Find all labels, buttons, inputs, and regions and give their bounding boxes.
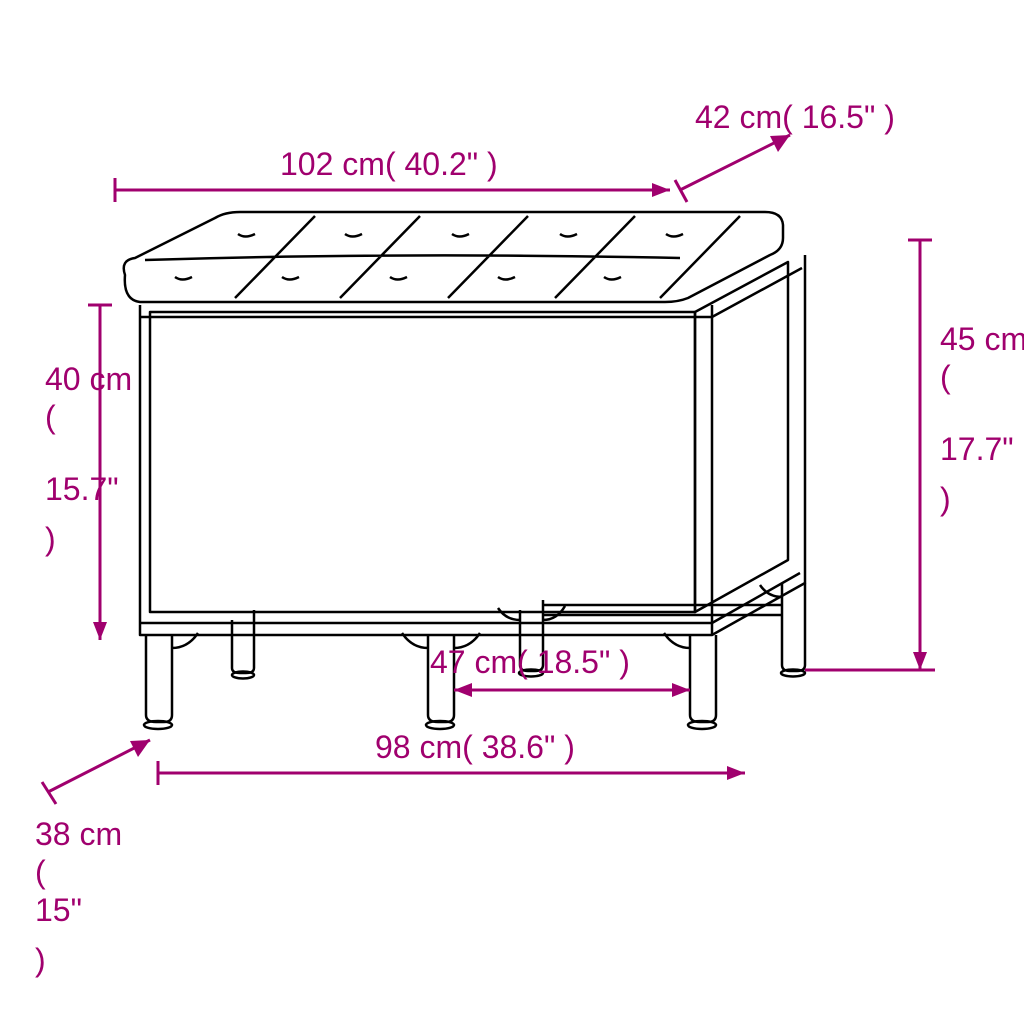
dim-leg-spacing: 47 cm( 18.5" ) xyxy=(430,644,690,697)
dim-base-width: 98 cm( 38.6" ) xyxy=(158,729,745,785)
base-depth-cm: 38 cm ( 15" ) xyxy=(35,816,131,978)
frame-side-rail xyxy=(712,255,805,635)
dim-top-depth: 42 cm( 16.5" ) xyxy=(675,99,895,202)
dim-leg-spacing-label: 47 cm( 18.5" ) xyxy=(430,644,630,680)
dim-full-height xyxy=(805,240,935,670)
side-panel xyxy=(695,262,788,612)
frame-front-rail xyxy=(140,305,712,635)
full-height-in: 17.7" ) xyxy=(940,431,1023,517)
dim-top-depth-label: 42 cm( 16.5" ) xyxy=(695,99,895,135)
dim-top-width: 102 cm( 40.2" ) xyxy=(115,146,670,202)
dimension-lines: 102 cm( 40.2" ) 42 cm( 16.5" ) xyxy=(42,99,935,804)
cushion-tufting xyxy=(145,216,740,298)
front-panel xyxy=(150,312,695,612)
dim-base-depth xyxy=(42,740,150,804)
side-height-cm: 40 cm ( xyxy=(45,361,141,435)
dimension-drawing: 102 cm( 40.2" ) 42 cm( 16.5" ) xyxy=(0,0,1024,1024)
side-height-in: 15.7" ) xyxy=(45,471,128,557)
dim-base-width-label: 98 cm( 38.6" ) xyxy=(375,729,575,765)
dim-top-width-label: 102 cm( 40.2" ) xyxy=(280,146,498,182)
full-height-cm: 45 cm ( xyxy=(940,321,1024,395)
